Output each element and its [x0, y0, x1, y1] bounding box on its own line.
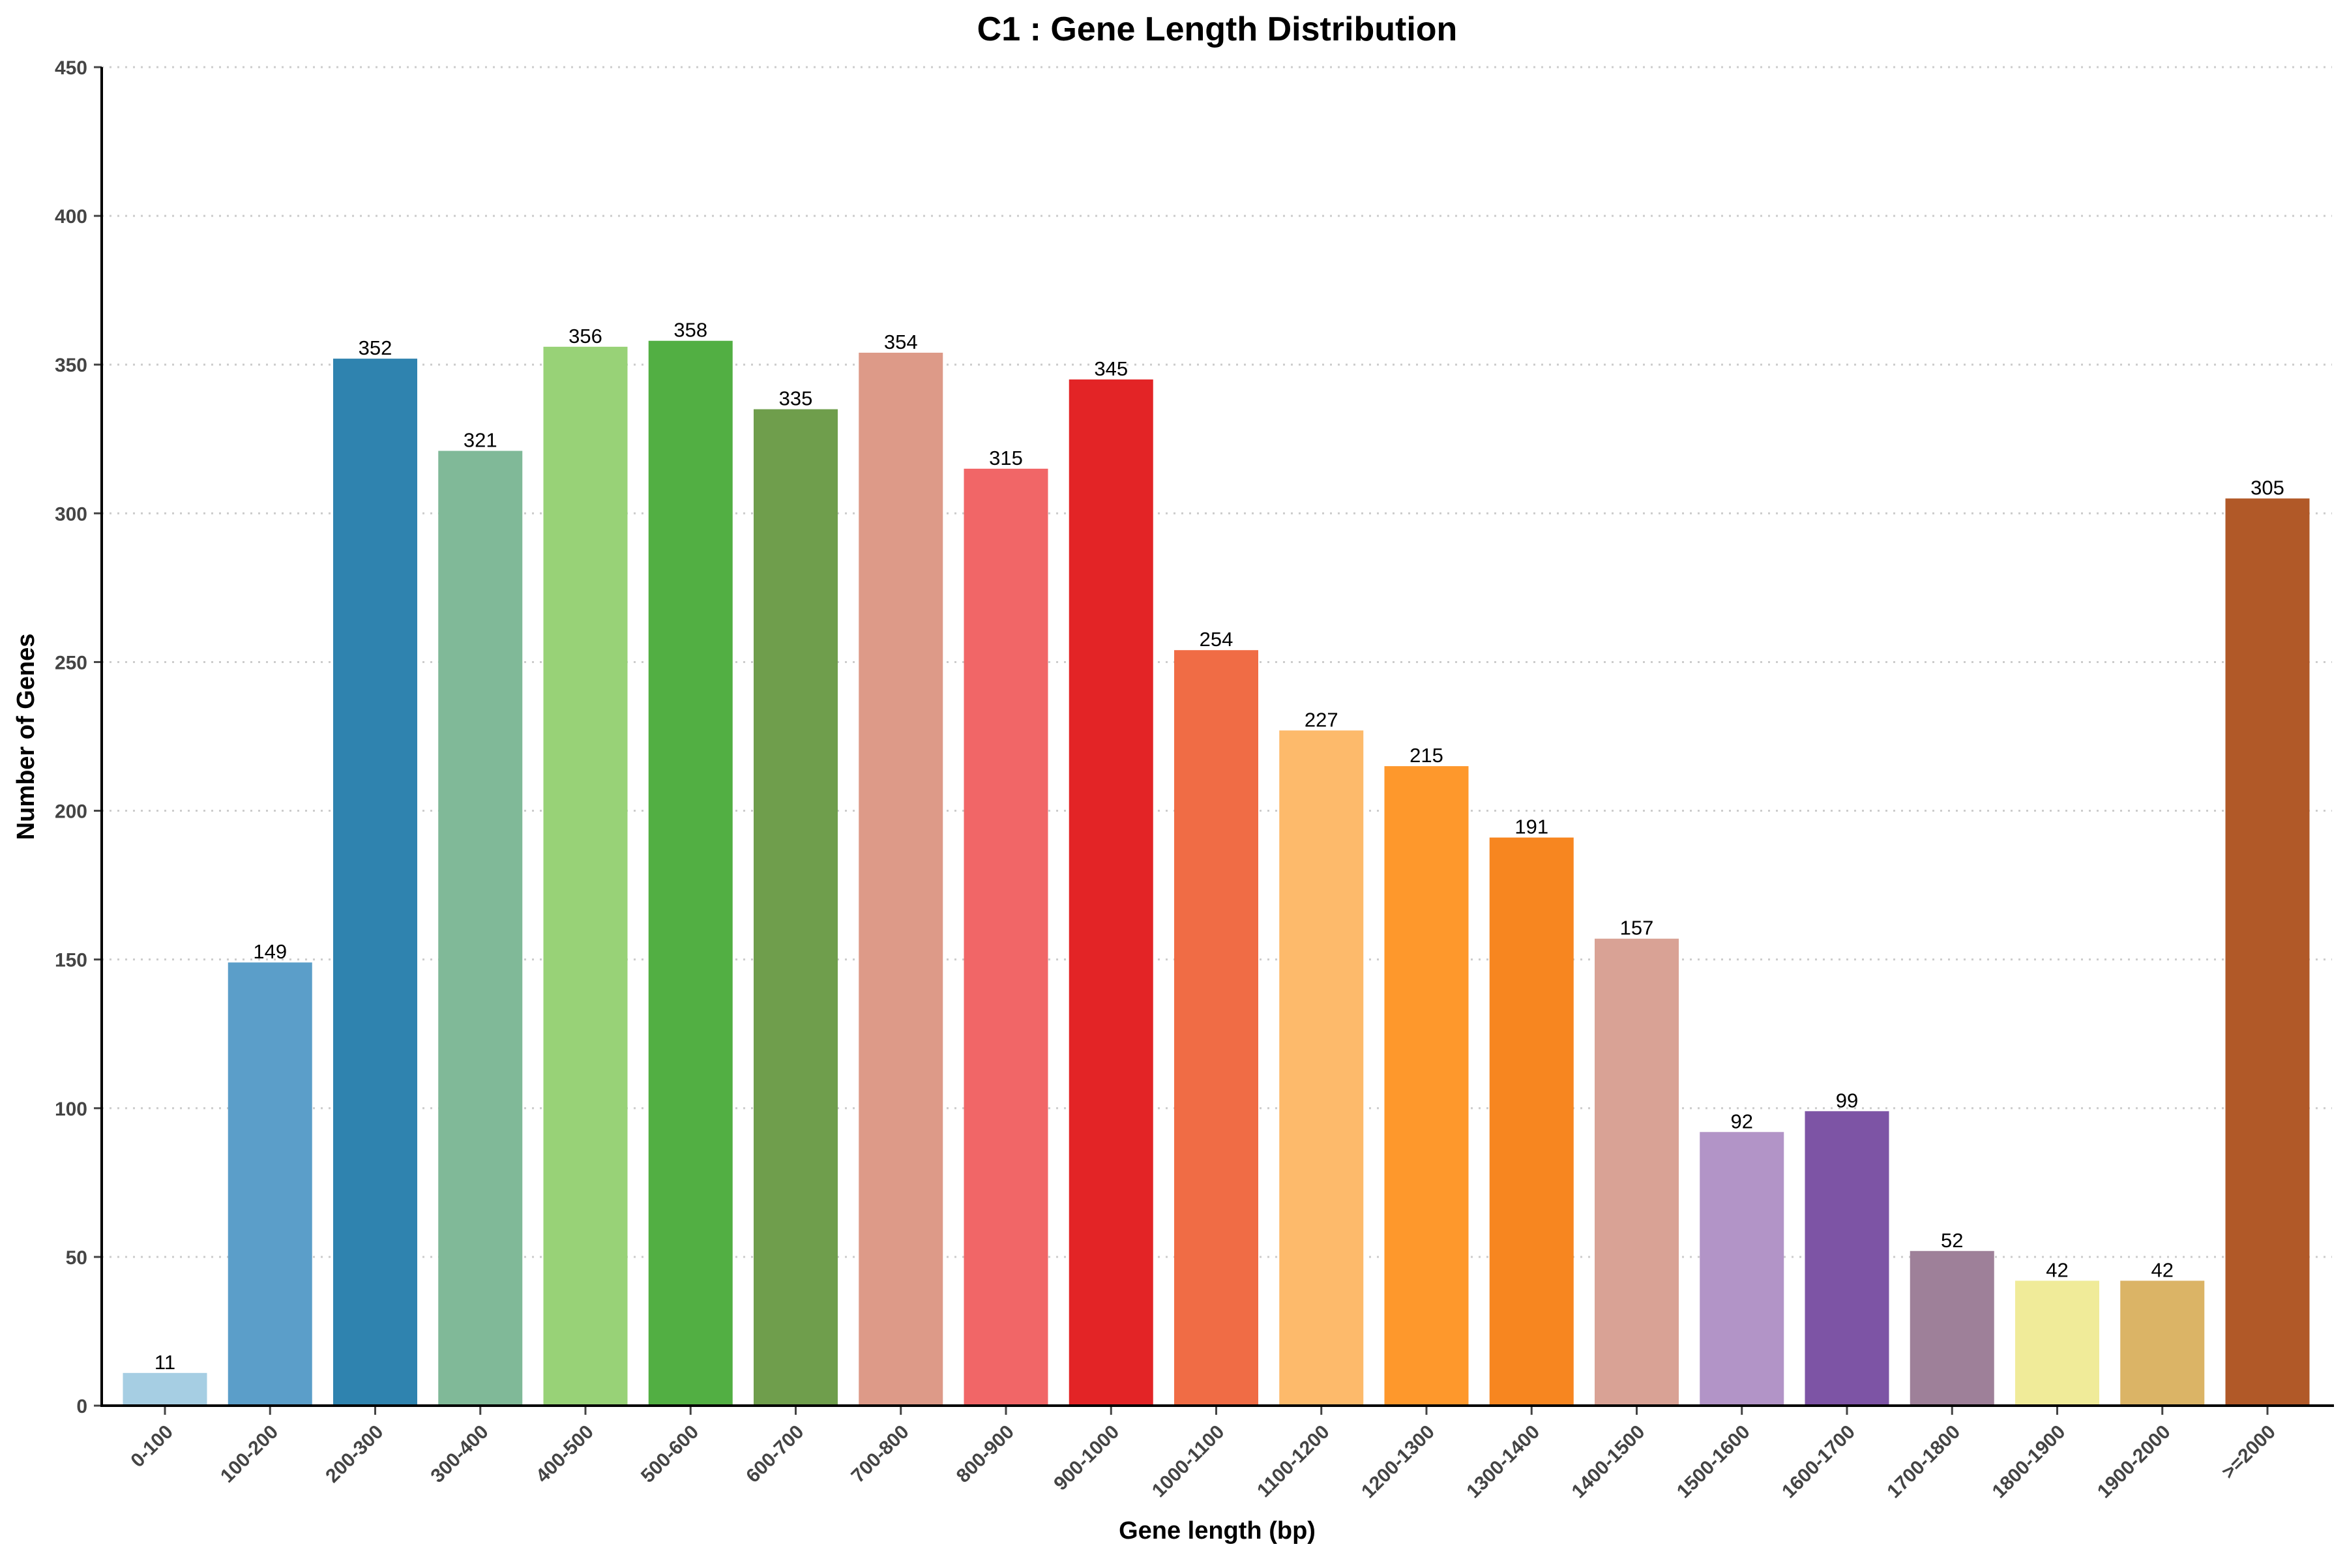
bar-700-800	[859, 352, 943, 1406]
y-tick-label: 200	[55, 801, 87, 823]
bar-1900-2000	[2120, 1280, 2205, 1406]
bar-value-label: 52	[1941, 1229, 1963, 1252]
bar-800-900	[964, 468, 1048, 1406]
y-tick-label: 350	[55, 355, 87, 376]
bar-500-600	[648, 340, 733, 1406]
bar-value-label: 254	[1200, 628, 1233, 651]
bar-1300-1400	[1489, 837, 1574, 1406]
x-tick-label: 1100-1200	[1253, 1421, 1334, 1502]
bar->=2000	[2225, 498, 2310, 1406]
bar-value-label: 345	[1094, 357, 1128, 380]
y-tick-label: 50	[66, 1247, 87, 1269]
x-tick-label: 200-300	[321, 1421, 387, 1487]
bar-value-label: 315	[989, 447, 1023, 469]
y-tick-label: 0	[76, 1396, 87, 1417]
x-tick-label: 1300-1400	[1462, 1421, 1544, 1503]
bars: 11 149 352 321 356 358 335 354 315 345 254 227 215 19…	[123, 319, 2310, 1406]
bar-1200-1300	[1384, 766, 1469, 1406]
bar-1100-1200	[1279, 730, 1364, 1406]
bar-value-label: 42	[2046, 1258, 2068, 1281]
x-tick-label: 600-700	[742, 1421, 808, 1487]
bar-value-label: 92	[1731, 1110, 1753, 1132]
bar-value-label: 99	[1836, 1089, 1858, 1112]
y-tick-label: 100	[55, 1099, 87, 1120]
y-axis-ticks: 0 50 100 150 200 250 300 350 400 450	[55, 57, 102, 1417]
y-axis-label: Number of Genes	[12, 634, 40, 840]
x-tick-label: 800-900	[952, 1421, 1018, 1487]
x-tick-label: 1800-1900	[1988, 1421, 2070, 1503]
x-tick-label: 400-500	[532, 1421, 598, 1487]
bar-1000-1100	[1174, 650, 1258, 1406]
bar-value-label: 215	[1410, 744, 1443, 767]
bar-value-label: 42	[2151, 1258, 2174, 1281]
x-tick-label: 1400-1500	[1568, 1421, 1649, 1503]
y-tick-label: 300	[55, 503, 87, 525]
x-tick-label: 1200-1300	[1357, 1421, 1439, 1503]
bar-400-500	[543, 346, 628, 1406]
bar-1600-1700	[1805, 1111, 1889, 1406]
bar-1700-1800	[1910, 1250, 1994, 1406]
x-axis-label: Gene length (bp)	[1119, 1517, 1316, 1545]
bar-600-700	[754, 409, 838, 1406]
x-tick-label: 900-1000	[1050, 1421, 1123, 1495]
y-tick-label: 150	[55, 950, 87, 971]
bar-100-200	[228, 962, 312, 1406]
bar-value-label: 335	[779, 387, 813, 410]
bar-1800-1900	[2015, 1280, 2099, 1406]
bar-0-100	[123, 1372, 207, 1406]
x-tick-label: 0-100	[126, 1421, 177, 1472]
x-tick-label: 1000-1100	[1148, 1421, 1229, 1502]
chart-title: C1 : Gene Length Distribution	[977, 10, 1458, 48]
bar-value-label: 352	[359, 336, 392, 359]
bar-value-label: 227	[1305, 708, 1338, 731]
bar-300-400	[438, 451, 523, 1406]
bar-value-label: 354	[884, 331, 918, 353]
bar-1400-1500	[1595, 938, 1679, 1406]
bar-value-label: 11	[155, 1351, 175, 1374]
bar-200-300	[333, 359, 417, 1406]
y-tick-label: 450	[55, 57, 87, 79]
bar-value-label: 191	[1514, 816, 1548, 838]
bar-value-label: 321	[464, 429, 497, 452]
x-tick-label: 1900-2000	[2093, 1421, 2175, 1503]
x-tick-label: 100-200	[216, 1421, 282, 1487]
x-tick-label: 1600-1700	[1778, 1421, 1859, 1503]
y-tick-label: 250	[55, 652, 87, 673]
bar-value-label: 358	[673, 319, 707, 342]
y-tick-label: 400	[55, 206, 87, 228]
bar-value-label: 157	[1620, 917, 1654, 939]
x-tick-label: >=2000	[2218, 1421, 2280, 1483]
x-tick-label: 300-400	[427, 1421, 493, 1487]
bar-value-label: 149	[253, 940, 287, 963]
x-tick-label: 1500-1600	[1673, 1421, 1754, 1503]
bar-value-label: 356	[568, 325, 602, 348]
bar-900-1000	[1069, 379, 1153, 1406]
x-axis-ticks: 0-100 100-200 200-300 300-400 400-500 500-600…	[126, 1406, 2280, 1502]
x-tick-label: 700-800	[848, 1421, 913, 1487]
bar-1500-1600	[1700, 1132, 1784, 1406]
x-tick-label: 1700-1800	[1883, 1421, 1964, 1503]
x-tick-label: 500-600	[637, 1421, 703, 1487]
bar-value-label: 305	[2251, 477, 2284, 499]
